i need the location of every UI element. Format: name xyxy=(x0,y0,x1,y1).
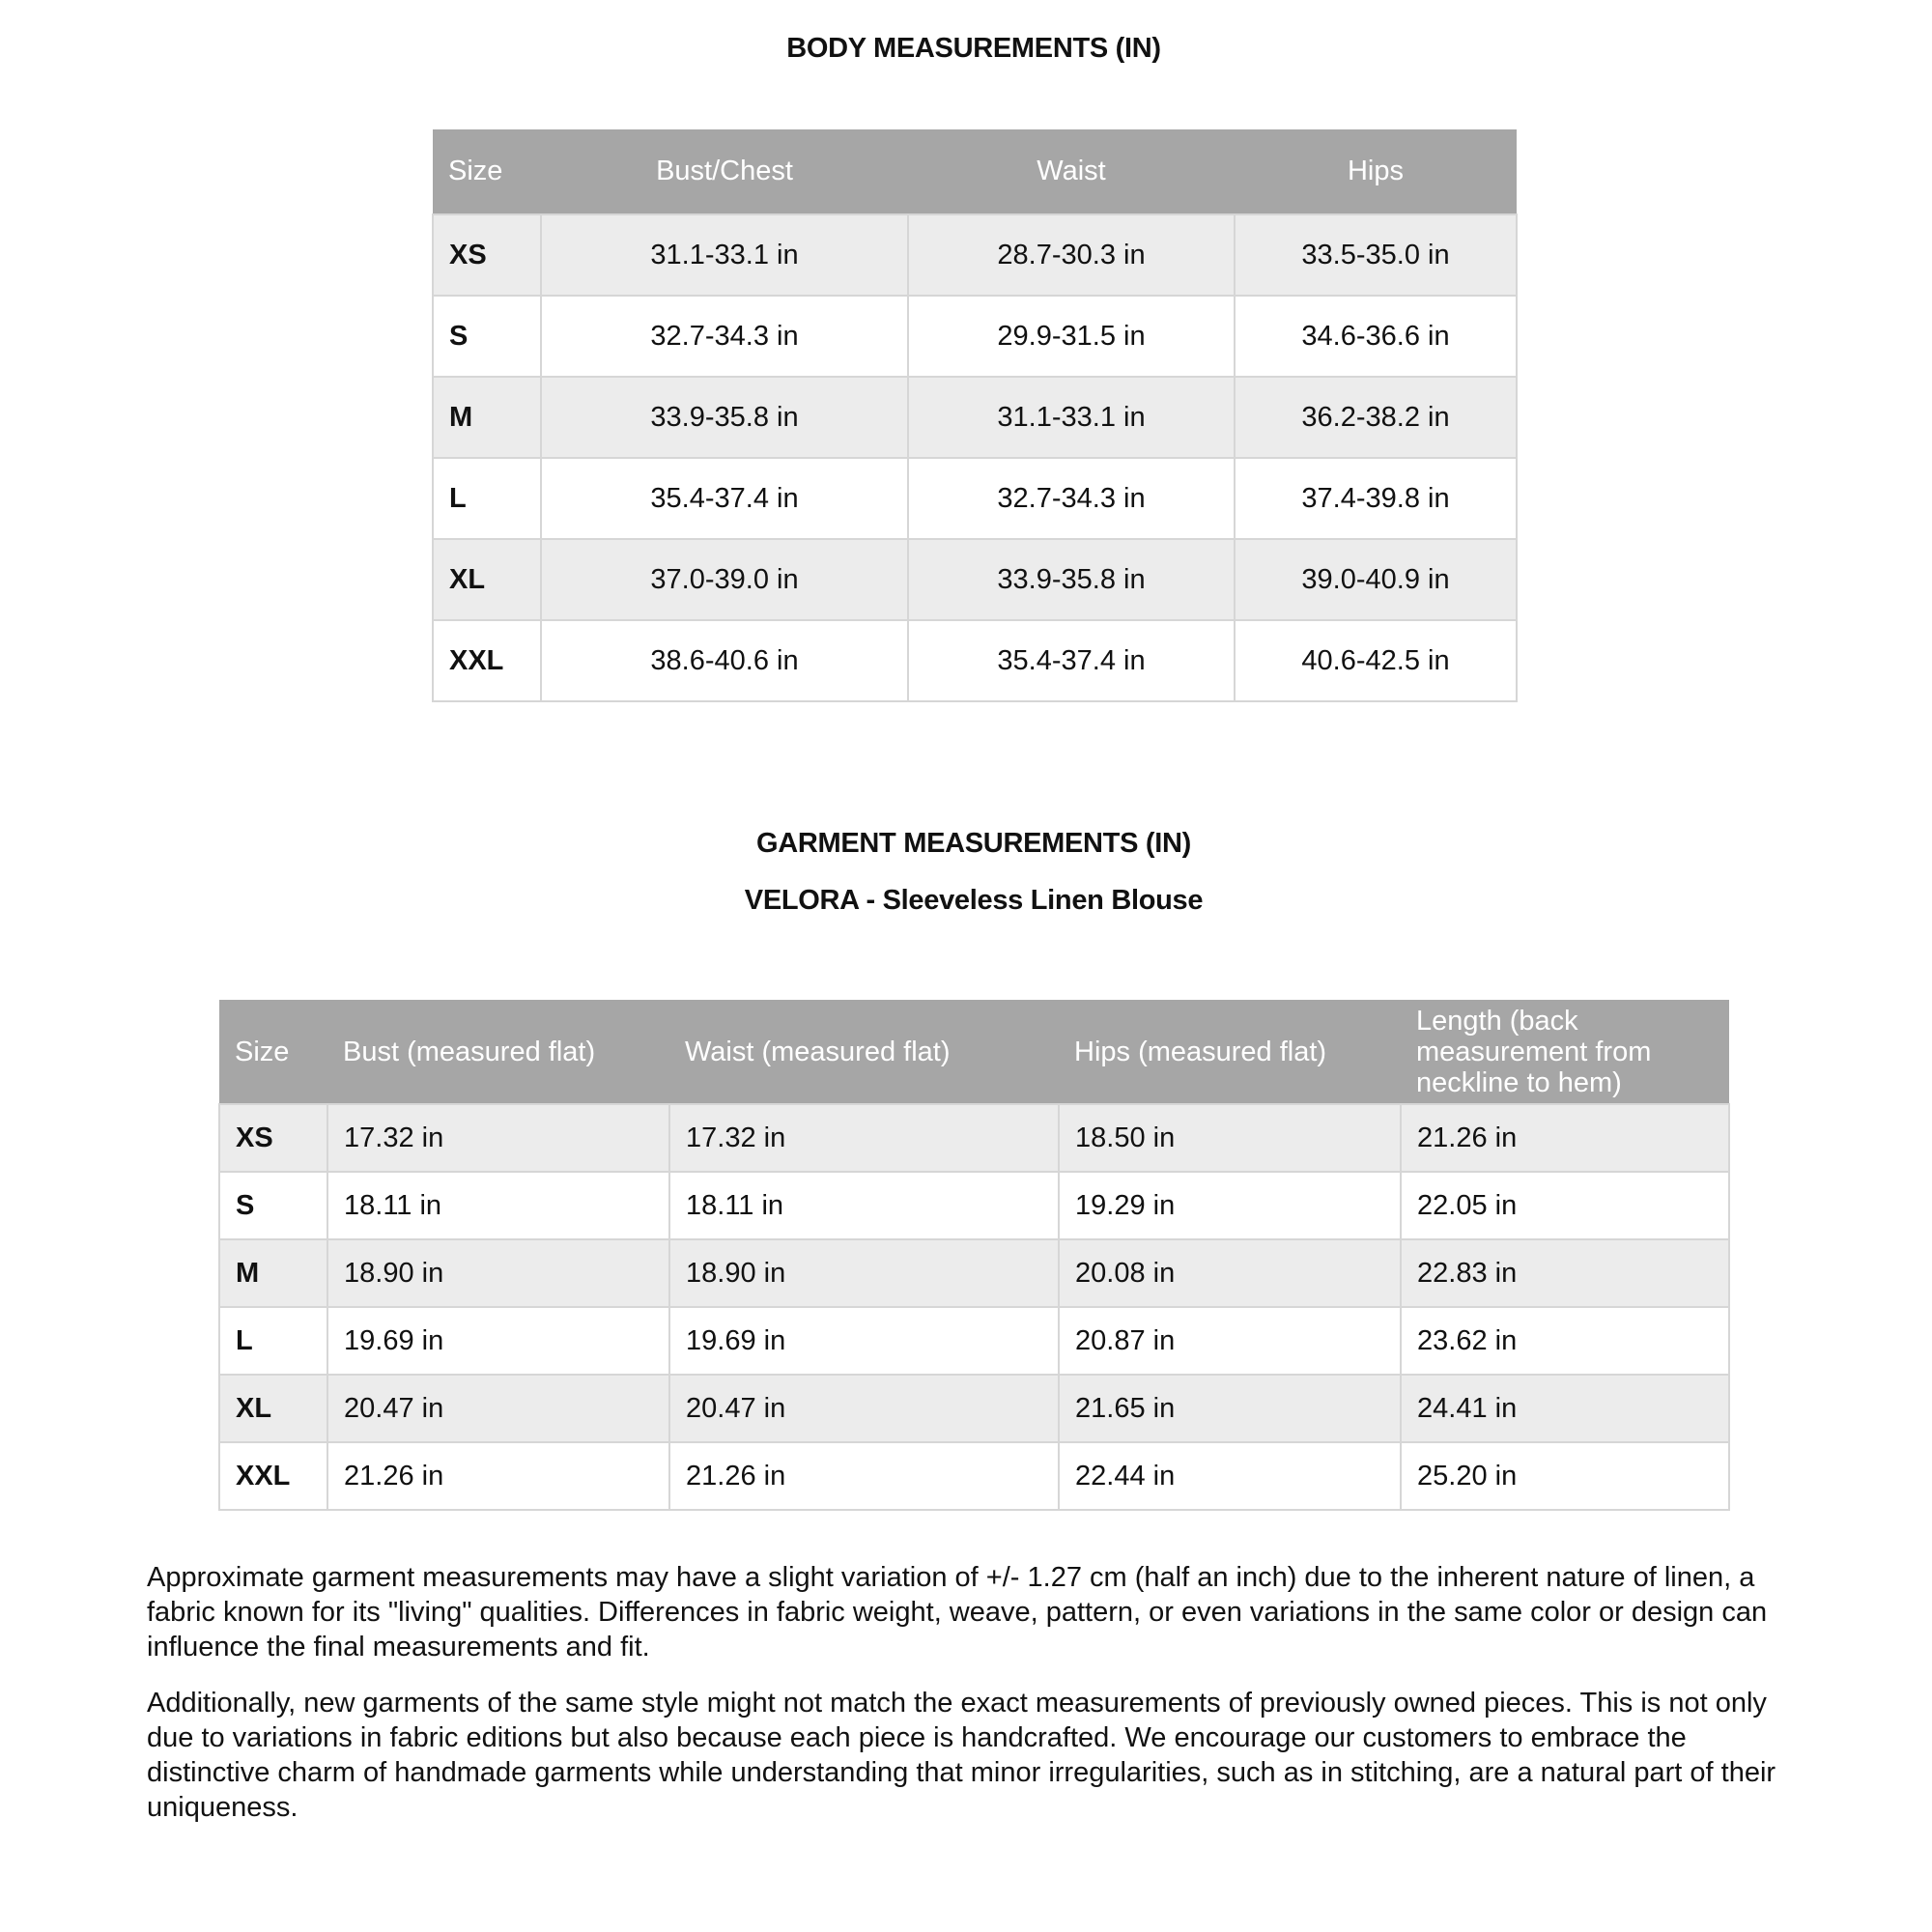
table-header-row: Size Bust (measured flat) Waist (measured … xyxy=(219,1000,1729,1104)
measurement-cell: 21.26 in xyxy=(1400,1103,1730,1173)
measurement-cell: 19.29 in xyxy=(1058,1171,1402,1240)
size-cell: XS xyxy=(432,213,542,297)
column-header: Waist (measured flat) xyxy=(669,1000,1059,1104)
note-paragraph: Approximate garment measurements may hav… xyxy=(147,1562,1768,1662)
measurement-cell: 18.11 in xyxy=(327,1171,670,1240)
table-row: XL 37.0-39.0 in 33.9-35.8 in 39.0-40.9 in xyxy=(432,538,1518,621)
size-cell: XXL xyxy=(218,1441,328,1511)
size-cell: XL xyxy=(218,1374,328,1443)
measurement-cell: 20.47 in xyxy=(327,1374,670,1443)
size-cell: M xyxy=(218,1238,328,1308)
column-header: Bust/Chest xyxy=(541,129,908,214)
measurement-cell: 35.4-37.4 in xyxy=(540,457,909,540)
body-measurements-title: BODY MEASUREMENTS (IN) xyxy=(786,33,1161,64)
column-header: Hips xyxy=(1235,129,1517,214)
table-row: XS 17.32 in 17.32 in 18.50 in 21.26 in xyxy=(218,1103,1730,1173)
measurement-cell: 20.08 in xyxy=(1058,1238,1402,1308)
table-row: S 32.7-34.3 in 29.9-31.5 in 34.6-36.6 in xyxy=(432,295,1518,378)
size-cell: S xyxy=(218,1171,328,1240)
table-row: L 35.4-37.4 in 32.7-34.3 in 37.4-39.8 in xyxy=(432,457,1518,540)
measurement-cell: 40.6-42.5 in xyxy=(1234,619,1518,702)
measurement-cell: 21.65 in xyxy=(1058,1374,1402,1443)
column-header: Bust (measured flat) xyxy=(327,1000,669,1104)
garment-measurements-title: GARMENT MEASUREMENTS (IN) xyxy=(755,828,1192,859)
measurement-cell: 18.11 in xyxy=(668,1171,1060,1240)
measurement-cell: 22.83 in xyxy=(1400,1238,1730,1308)
measurement-cell: 18.90 in xyxy=(327,1238,670,1308)
measurement-cell: 28.7-30.3 in xyxy=(907,213,1236,297)
size-cell: XL xyxy=(432,538,542,621)
column-header: Length (back measurement from neckline t… xyxy=(1401,1000,1729,1104)
measurement-cell: 19.69 in xyxy=(668,1306,1060,1376)
measurement-cell: 34.6-36.6 in xyxy=(1234,295,1518,378)
table-row: M 18.90 in 18.90 in 20.08 in 22.83 in xyxy=(218,1238,1730,1308)
measurement-cell: 18.50 in xyxy=(1058,1103,1402,1173)
measurement-cell: 32.7-34.3 in xyxy=(907,457,1236,540)
column-header: Size xyxy=(433,129,541,214)
measurement-cell: 39.0-40.9 in xyxy=(1234,538,1518,621)
measurement-cell: 31.1-33.1 in xyxy=(907,376,1236,459)
size-cell: M xyxy=(432,376,542,459)
column-header: Hips (measured flat) xyxy=(1059,1000,1401,1104)
measurement-cell: 37.0-39.0 in xyxy=(540,538,909,621)
measurement-cell: 24.41 in xyxy=(1400,1374,1730,1443)
measurement-cell: 18.90 in xyxy=(668,1238,1060,1308)
note-paragraph: Additionally, new garments of the same s… xyxy=(147,1688,1776,1823)
measurement-cell: 36.2-38.2 in xyxy=(1234,376,1518,459)
measurement-cell: 20.87 in xyxy=(1058,1306,1402,1376)
measurement-cell: 33.9-35.8 in xyxy=(540,376,909,459)
measurement-cell: 17.32 in xyxy=(668,1103,1060,1173)
measurement-cell: 17.32 in xyxy=(327,1103,670,1173)
table-row: S 18.11 in 18.11 in 19.29 in 22.05 in xyxy=(218,1171,1730,1240)
size-cell: L xyxy=(432,457,542,540)
table-row: XXL 21.26 in 21.26 in 22.44 in 25.20 in xyxy=(218,1441,1730,1511)
measurement-cell: 35.4-37.4 in xyxy=(907,619,1236,702)
measurement-cell: 33.9-35.8 in xyxy=(907,538,1236,621)
size-cell: L xyxy=(218,1306,328,1376)
measurement-cell: 31.1-33.1 in xyxy=(540,213,909,297)
measurement-cell: 22.44 in xyxy=(1058,1441,1402,1511)
measurement-cell: 29.9-31.5 in xyxy=(907,295,1236,378)
garment-subtitle: VELORA - Sleeveless Linen Blouse xyxy=(744,885,1204,916)
measurement-cell: 19.69 in xyxy=(327,1306,670,1376)
measurement-cell: 21.26 in xyxy=(327,1441,670,1511)
measurement-cell: 23.62 in xyxy=(1400,1306,1730,1376)
column-header: Size xyxy=(219,1000,327,1104)
table-row: M 33.9-35.8 in 31.1-33.1 in 36.2-38.2 in xyxy=(432,376,1518,459)
table-header-row: Size Bust/Chest Waist Hips xyxy=(433,129,1517,214)
table-row: XXL 38.6-40.6 in 35.4-37.4 in 40.6-42.5 in xyxy=(432,619,1518,702)
table-row: L 19.69 in 19.69 in 20.87 in 23.62 in xyxy=(218,1306,1730,1376)
body-measurements-table: Size Bust/Chest Waist Hips XS 31.1-33.1 in 28… xyxy=(432,129,1518,702)
garment-measurements-table: Size Bust (measured flat) Waist (measured … xyxy=(218,1000,1730,1511)
measurement-cell: 25.20 in xyxy=(1400,1441,1730,1511)
measurement-cell: 37.4-39.8 in xyxy=(1234,457,1518,540)
measurement-cell: 33.5-35.0 in xyxy=(1234,213,1518,297)
measurement-cell: 20.47 in xyxy=(668,1374,1060,1443)
measurement-cell: 21.26 in xyxy=(668,1441,1060,1511)
size-cell: XS xyxy=(218,1103,328,1173)
measurement-cell: 22.05 in xyxy=(1400,1171,1730,1240)
measurement-cell: 32.7-34.3 in xyxy=(540,295,909,378)
size-cell: XXL xyxy=(432,619,542,702)
column-header: Waist xyxy=(908,129,1235,214)
measurement-cell: 38.6-40.6 in xyxy=(540,619,909,702)
table-row: XL 20.47 in 20.47 in 21.65 in 24.41 in xyxy=(218,1374,1730,1443)
size-cell: S xyxy=(432,295,542,378)
table-row: XS 31.1-33.1 in 28.7-30.3 in 33.5-35.0 in xyxy=(432,213,1518,297)
